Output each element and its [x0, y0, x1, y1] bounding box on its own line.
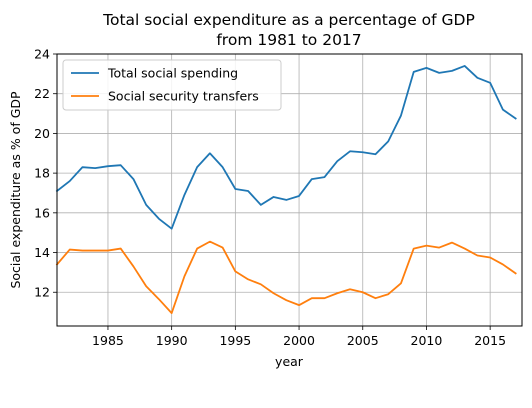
- y-tick-label: 20: [34, 126, 50, 141]
- legend: Total social spending Social security tr…: [62, 59, 282, 111]
- series-line-total-social-spending: [55, 65, 517, 230]
- x-tick-label: 1995: [219, 333, 251, 348]
- x-tick-label: 1990: [156, 333, 188, 348]
- legend-label-total: Total social spending: [107, 66, 238, 81]
- y-tick-label: 14: [34, 245, 50, 260]
- x-axis-ticks: 1985 1990 1995 2000 2005 2010 2015: [92, 326, 506, 348]
- x-tick-label: 2015: [474, 333, 506, 348]
- y-tick-label: 18: [34, 166, 50, 181]
- y-axis-label: Social expenditure as % of GDP: [8, 91, 23, 289]
- x-tick-label: 2000: [283, 333, 315, 348]
- y-tick-label: 12: [34, 285, 50, 300]
- x-tick-label: 2005: [347, 333, 379, 348]
- x-tick-label: 1985: [92, 333, 124, 348]
- legend-box: [62, 59, 282, 111]
- x-tick-label: 2010: [411, 333, 443, 348]
- plot-frame: [56, 53, 523, 327]
- y-tick-label: 22: [34, 86, 50, 101]
- y-axis-ticks: 12 14 16 18 20 22 24: [34, 47, 57, 300]
- y-tick-label: 16: [34, 205, 50, 220]
- y-tick-label: 24: [34, 47, 50, 62]
- chart-subtitle: from 1981 to 2017: [216, 31, 361, 49]
- series-lines: [55, 65, 517, 314]
- x-axis-label: year: [275, 354, 304, 369]
- legend-label-transfers: Social security transfers: [108, 89, 259, 104]
- series-line-social-security-transfers: [55, 240, 517, 314]
- chart-title: Total social expenditure as a percentage…: [102, 11, 475, 29]
